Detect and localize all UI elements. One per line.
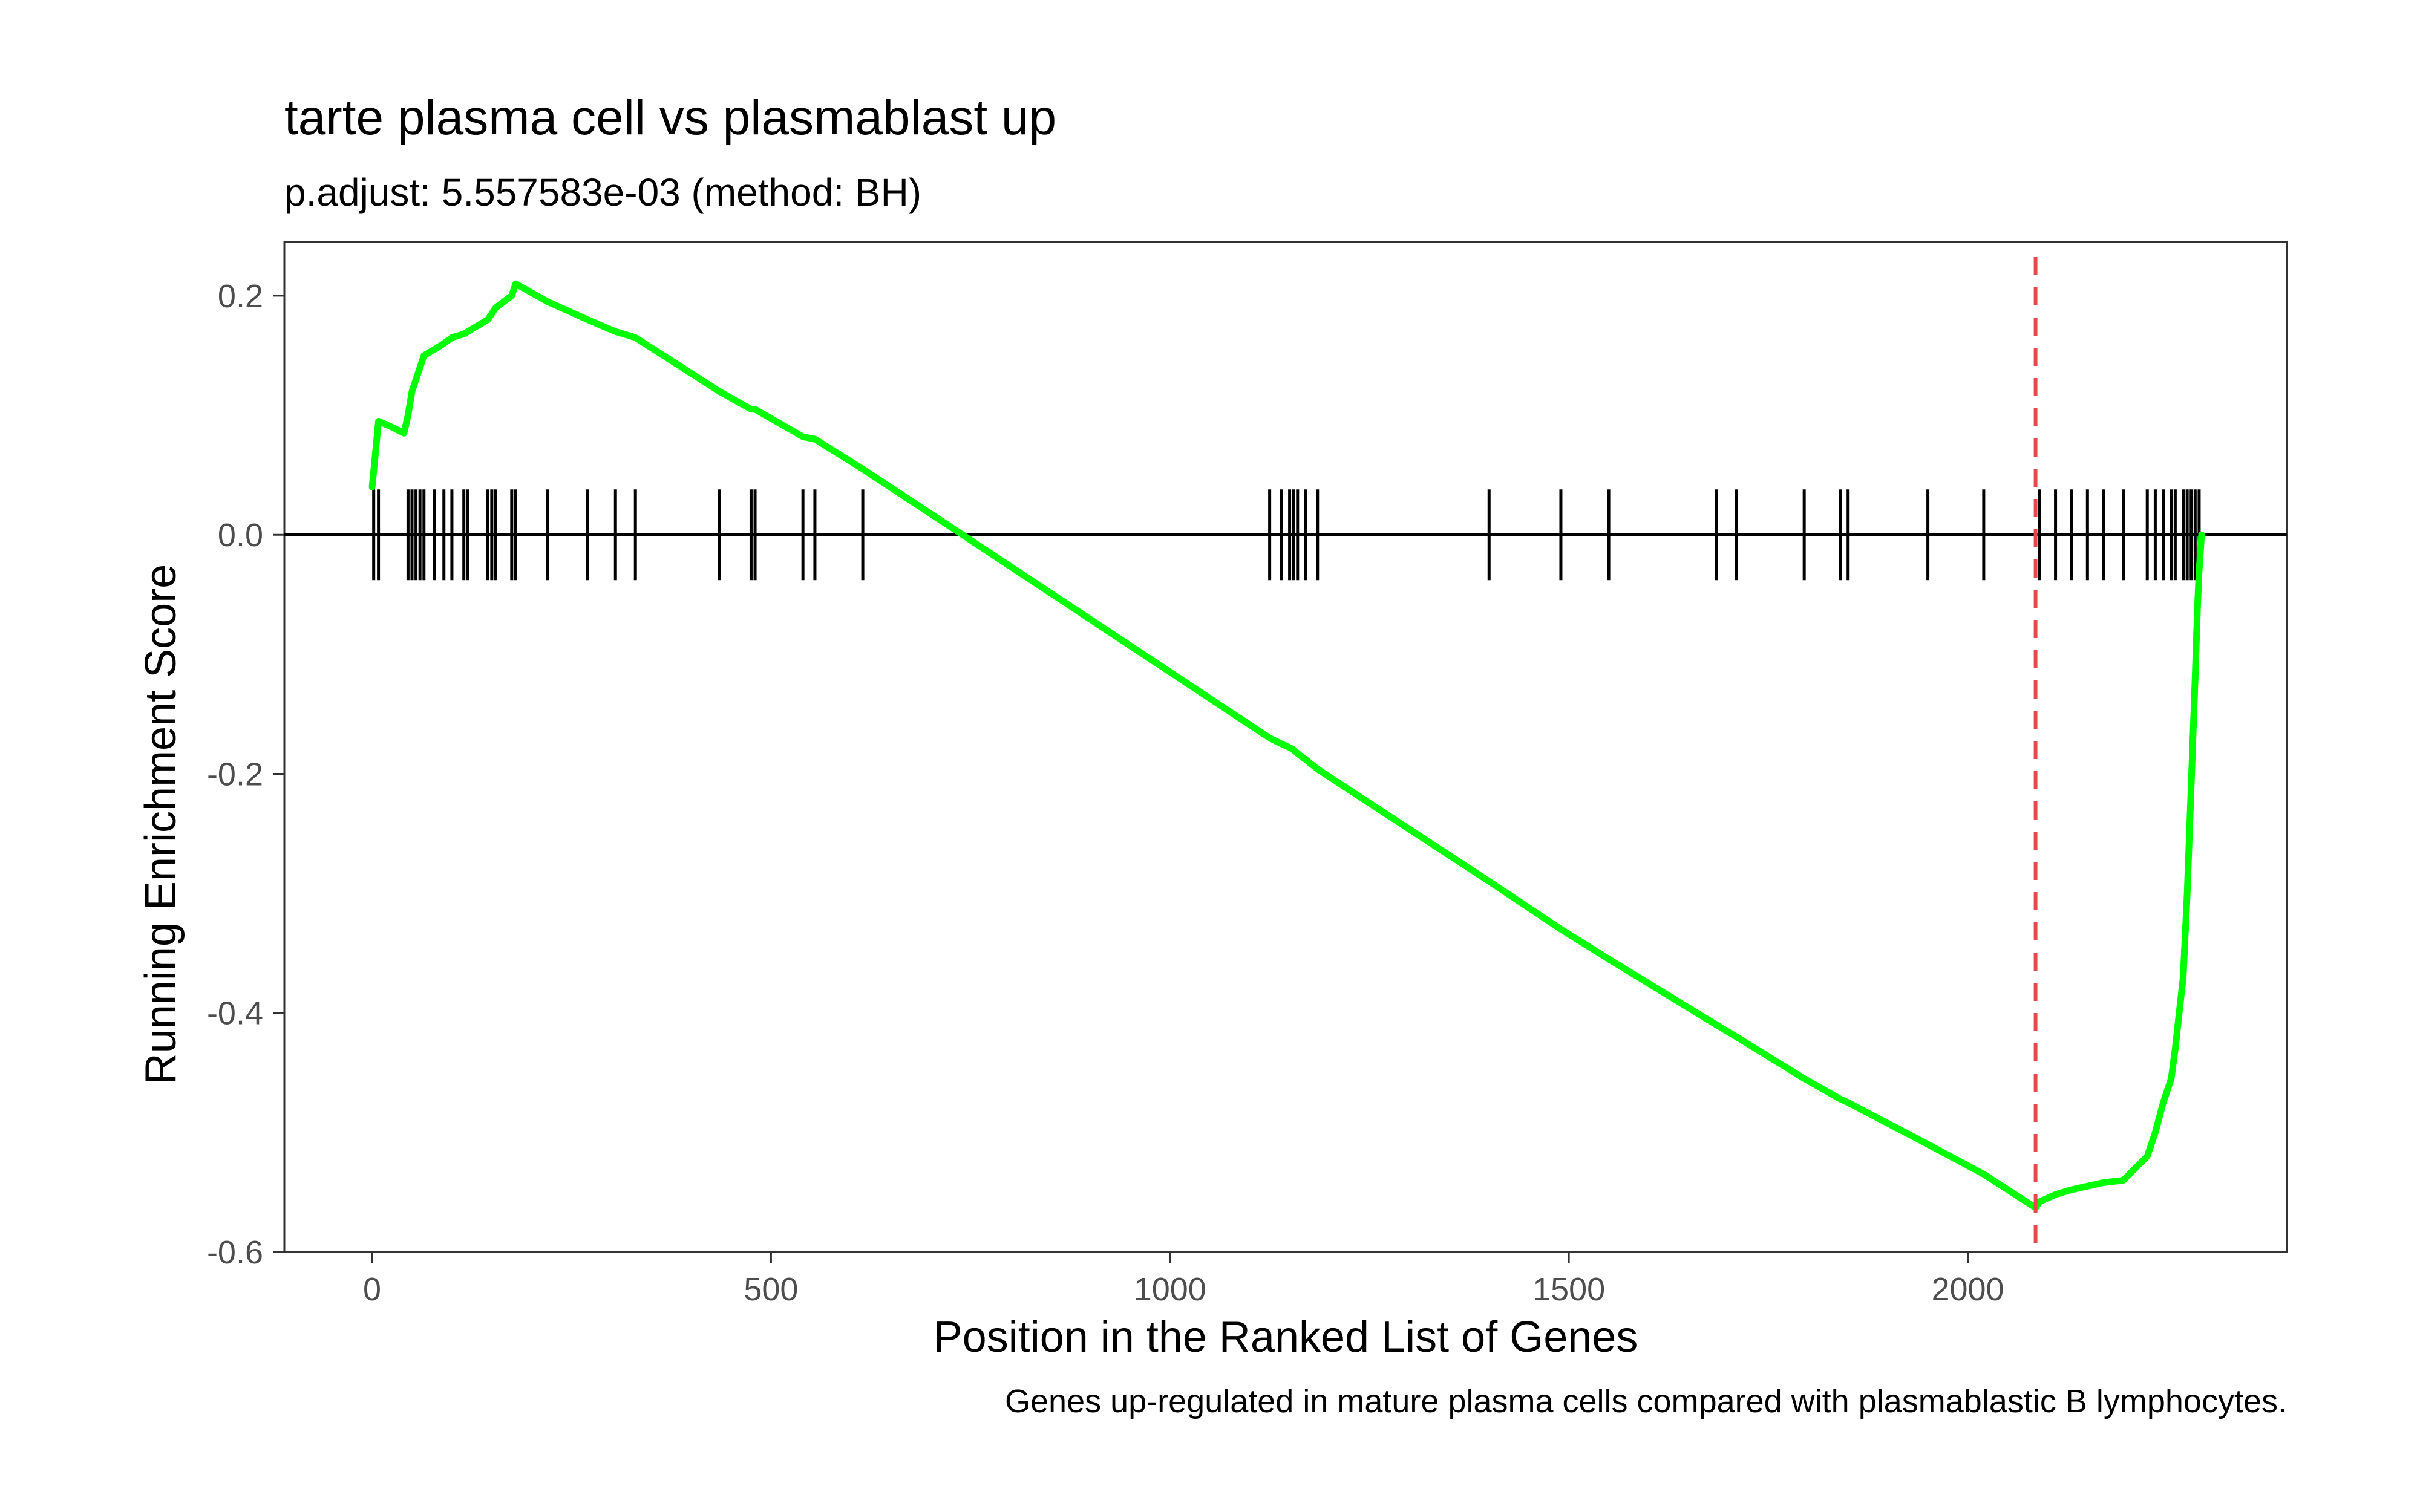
y-axis-label: Running Enrichment Score — [137, 564, 185, 1084]
y-tick-label: 0.0 — [218, 517, 263, 553]
x-tick-label: 500 — [744, 1271, 798, 1308]
y-tick-label: -0.2 — [207, 756, 263, 792]
chart-subtitle: p.adjust: 5.557583e-03 (method: BH) — [284, 171, 921, 214]
x-tick-label: 1000 — [1134, 1271, 1206, 1308]
y-tick-label: 0.2 — [218, 278, 263, 314]
chart-caption: Genes up-regulated in mature plasma cell… — [1005, 1383, 2287, 1419]
x-tick-label: 0 — [363, 1271, 381, 1308]
x-tick-label: 2000 — [1931, 1271, 2004, 1308]
y-axis-ticks: -0.6 -0.4 -0.2 0.0 0.2 — [207, 278, 284, 1271]
y-tick-label: -0.6 — [207, 1234, 263, 1271]
y-tick-label: -0.4 — [207, 996, 263, 1032]
chart-title: tarte plasma cell vs plasmablast up — [284, 90, 1056, 145]
x-tick-label: 1500 — [1532, 1271, 1605, 1308]
running-enrichment-score-line — [368, 280, 2205, 1211]
x-axis-ticks: 0 500 1000 1500 2000 — [363, 1252, 2004, 1308]
x-axis-label: Position in the Ranked List of Genes — [934, 1313, 1638, 1361]
